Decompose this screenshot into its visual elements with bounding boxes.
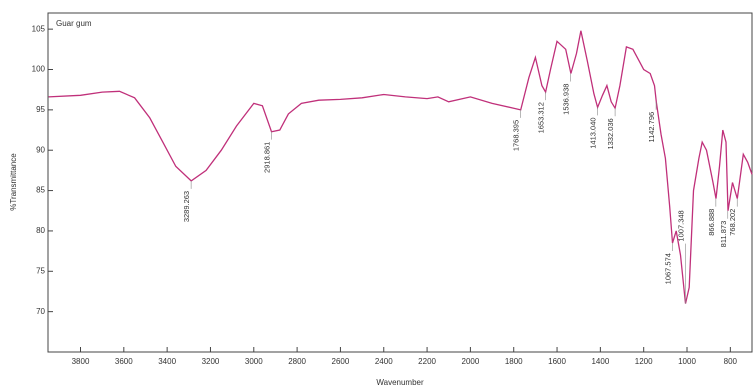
annotation: 768.202 bbox=[728, 209, 737, 236]
x-tick-label: 3400 bbox=[158, 357, 176, 366]
x-tick-label: 3800 bbox=[72, 357, 90, 366]
x-tick-label: 2200 bbox=[418, 357, 436, 366]
annotation: 3289.263 bbox=[182, 191, 191, 222]
plot-frame bbox=[47, 12, 753, 353]
y-tick-label: 75 bbox=[36, 266, 45, 275]
x-tick-label: 3000 bbox=[245, 357, 263, 366]
spectrum-line bbox=[48, 30, 753, 304]
x-tick-label: 1000 bbox=[678, 357, 696, 366]
annotation: 1653.312 bbox=[536, 102, 545, 133]
x-tick-label: 2600 bbox=[332, 357, 350, 366]
x-tick-label: 1200 bbox=[635, 357, 653, 366]
x-tick-label: 3600 bbox=[115, 357, 133, 366]
x-tick-label: 2400 bbox=[375, 357, 393, 366]
annotation: 1142.796 bbox=[647, 112, 656, 143]
y-tick-label: 80 bbox=[36, 226, 45, 235]
y-tick-label: 85 bbox=[36, 186, 45, 195]
y-tick-label: 70 bbox=[36, 307, 45, 316]
y-tick-label: 105 bbox=[32, 24, 46, 33]
x-tick-label: 2800 bbox=[288, 357, 306, 366]
x-axis-label: Wavenumber bbox=[376, 378, 424, 387]
x-tick-label: 1400 bbox=[591, 357, 609, 366]
annotation: 1067.574 bbox=[663, 253, 672, 284]
annotation: 2918.861 bbox=[262, 142, 271, 173]
x-tick-label: 2000 bbox=[462, 357, 480, 366]
annotation: 1413.040 bbox=[589, 117, 598, 148]
x-tick-label: 1600 bbox=[548, 357, 566, 366]
y-axis-label: %Transmittance bbox=[9, 153, 18, 211]
annotation: 866.888 bbox=[707, 209, 716, 236]
annotation: 1536.938 bbox=[562, 84, 571, 115]
annotation: 811.873 bbox=[719, 221, 728, 248]
x-tick-label: 3200 bbox=[202, 357, 220, 366]
annotation: 1768.395 bbox=[512, 120, 521, 151]
x-tick-label: 1800 bbox=[505, 357, 523, 366]
y-tick-label: 95 bbox=[36, 105, 45, 114]
y-tick-label: 90 bbox=[36, 145, 45, 154]
annotation: 1332.036 bbox=[606, 118, 615, 149]
x-tick-label: 800 bbox=[724, 357, 738, 366]
legend-text: Guar gum bbox=[56, 19, 92, 28]
y-tick-label: 100 bbox=[32, 65, 46, 74]
annotation: 1007.348 bbox=[676, 210, 685, 241]
